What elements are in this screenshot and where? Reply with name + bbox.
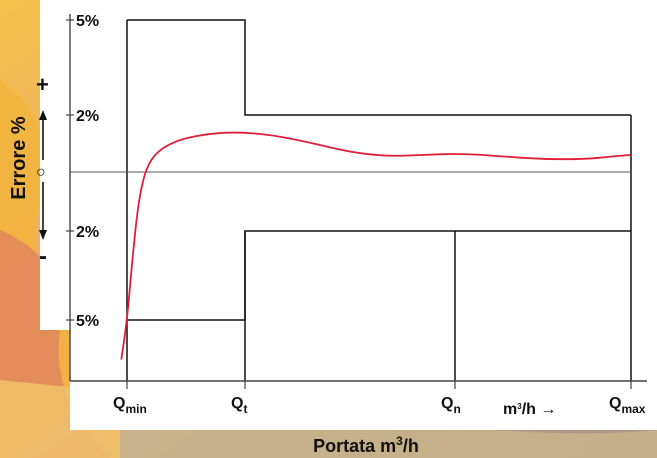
series-group	[120, 131, 632, 360]
y-axis-title: Errore %	[8, 116, 30, 200]
y-down-arrowhead	[39, 230, 47, 240]
axes	[69, 14, 647, 382]
x-ticks: Qmin Qt Qn Qmax	[113, 381, 646, 416]
lower-limit-line	[127, 230, 631, 321]
tolerance-limits	[126, 19, 632, 381]
y-up-arrowhead	[39, 110, 47, 120]
x-tick-label: Qmax	[609, 395, 646, 416]
y-tick-label: 2%	[76, 108, 99, 125]
x-tick-label: Qmin	[113, 395, 147, 416]
y-plus-sign: +	[36, 72, 49, 97]
y-ticks: 5% 2% 2% 5%	[66, 13, 99, 330]
y-zero-marker: ○	[36, 164, 46, 181]
y-tick-label: 5%	[76, 13, 99, 30]
y-tick-label: 2%	[76, 224, 99, 241]
x-tick-label: Qt	[231, 395, 247, 416]
upper-limit-line	[127, 19, 631, 116]
x-tick-label: Qn	[441, 395, 461, 416]
y-minus-sign: -	[39, 243, 47, 270]
y-tick-label: 5%	[76, 313, 99, 330]
error-curve	[120, 131, 632, 360]
x-axis-title: Portata m3/h	[313, 434, 419, 456]
unit-hint: m3/h →	[503, 401, 556, 418]
